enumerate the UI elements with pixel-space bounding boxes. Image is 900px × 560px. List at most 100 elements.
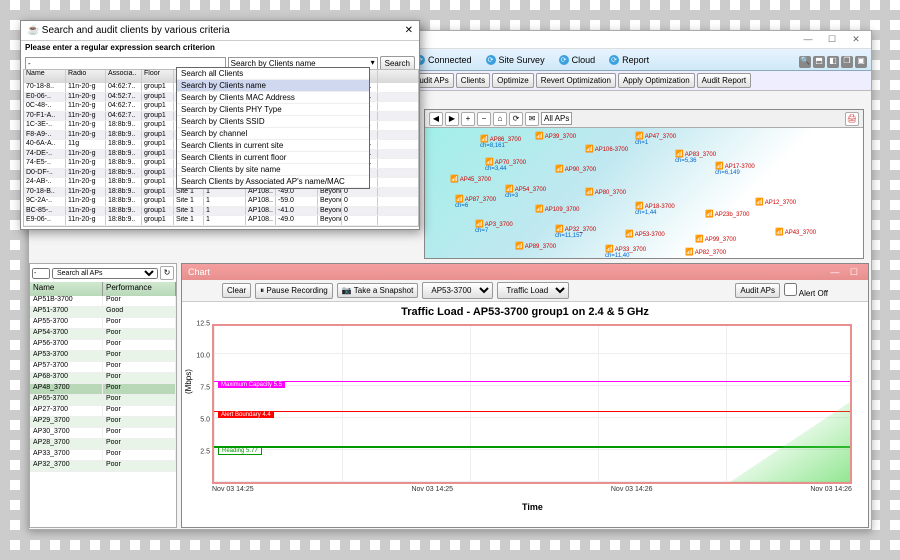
map-refresh-icon[interactable]: ⟳ (509, 112, 523, 126)
ap-marker[interactable]: AP109_3700 (535, 205, 579, 213)
alert-off-checkbox[interactable]: Alert Off (784, 283, 828, 298)
client-row[interactable]: 9C-2A-..11n-20-g18:8b:9..group1Site 11AP… (24, 197, 418, 207)
perf-row[interactable]: AP28_3700Poor (30, 439, 176, 450)
minimize-button[interactable]: — (797, 34, 819, 46)
ap-marker[interactable]: AP3_3700ch=7 (475, 220, 513, 234)
client-row[interactable]: BC-85-..11n-20-g18:8b:9..group1Site 11AP… (24, 207, 418, 217)
perf-row[interactable]: AP33_3700Poor (30, 450, 176, 461)
ap-marker[interactable]: AP80_3700 (585, 188, 626, 196)
chart-metric-select[interactable]: Traffic Load (497, 282, 569, 299)
snapshot-button[interactable]: 📷 Take a Snapshot (337, 283, 419, 298)
perf-row[interactable]: AP32_3700Poor (30, 461, 176, 472)
tab-report[interactable]: ⟳Report (603, 53, 655, 67)
audit-report-button[interactable]: Audit Report (697, 73, 751, 88)
map-home-icon[interactable]: ⌂ (493, 112, 507, 126)
ap-filter-select[interactable]: All APs (541, 112, 572, 125)
map-zoom-in-icon[interactable]: + (461, 112, 475, 126)
dropdown-option[interactable]: Search by Clients SSID (177, 116, 369, 128)
perf-row[interactable]: AP56-3700Poor (30, 340, 176, 351)
tool-icon-2[interactable]: ◧ (827, 56, 839, 68)
tool-icon-1[interactable]: ⬒ (813, 56, 825, 68)
perf-row[interactable]: AP53-3700Poor (30, 351, 176, 362)
ap-marker[interactable]: AP106-3700 (585, 145, 628, 153)
chart-ap-select[interactable]: AP53-3700 (422, 282, 493, 299)
ap-marker[interactable]: AP33_3700ch=11,40 (605, 245, 646, 259)
perf-row[interactable]: AP68-3700Poor (30, 373, 176, 384)
perf-row[interactable]: AP55-3700Poor (30, 318, 176, 329)
ap-marker[interactable]: AP83_3700ch=5,36 (675, 150, 716, 164)
ap-marker[interactable]: AP99_3700 (695, 235, 736, 243)
dropdown-option[interactable]: Search by Clients PHY Type (177, 104, 369, 116)
ap-marker[interactable]: AP70_3700ch=3,44 (485, 158, 526, 172)
revert-optimization-button[interactable]: Revert Optimization (536, 73, 616, 88)
map-nav-left-icon[interactable]: ◀ (429, 112, 443, 126)
col-header[interactable]: Radio (66, 70, 106, 83)
ap-marker[interactable]: AP54_3700ch=3 (505, 185, 546, 199)
close-button[interactable]: ✕ (845, 34, 867, 46)
tool-icon-4[interactable]: ▣ (855, 56, 867, 68)
chart-max-icon[interactable]: ☐ (850, 267, 858, 277)
col-header[interactable]: Associa.. (106, 70, 142, 83)
dropdown-option[interactable]: Search by channel (177, 128, 369, 140)
ap-marker[interactable]: AP82_3700 (685, 248, 726, 256)
ap-marker[interactable]: AP32_3700ch=11,157 (555, 225, 596, 239)
col-header[interactable]: Floor (142, 70, 174, 83)
dropdown-option[interactable]: Search Clients in current site (177, 140, 369, 152)
dialog-close-button[interactable]: ✕ (405, 25, 413, 36)
tool-icon-3[interactable]: ❐ (841, 56, 853, 68)
pause-recording-button[interactable]: ⏸ Pause Recording (255, 283, 333, 299)
ap-marker[interactable]: AP89_3700 (515, 242, 556, 250)
x-tick: Nov 03 14:26 (611, 486, 653, 500)
perf-row[interactable]: AP29_3700Poor (30, 417, 176, 428)
audit-aps-button[interactable]: Audit APs (735, 283, 780, 298)
chart-min-icon[interactable]: — (830, 267, 839, 277)
client-row[interactable]: E0-2A-..11n-20-g18:8b:9..group1Site 16AP… (24, 226, 418, 228)
perf-row[interactable]: AP51-3700Good (30, 307, 176, 318)
apply-optimization-button[interactable]: Apply Optimization (618, 73, 695, 88)
perf-row[interactable]: AP57-3700Poor (30, 362, 176, 373)
client-row[interactable]: E9-06-..11n-20-g18:8b:9..group1Site 11AP… (24, 216, 418, 226)
ap-marker[interactable]: AP86_3700ch=8,161 (480, 135, 521, 149)
site-map[interactable]: ◀ ▶ + − ⌂ ⟳ ✉ All APs 🖨 AP86_3700ch=8,16… (424, 109, 864, 259)
ap-marker[interactable]: AP45_3700 (450, 175, 491, 183)
clear-button[interactable]: Clear (222, 283, 251, 298)
perf-row[interactable]: AP51B-3700Poor (30, 296, 176, 307)
tab-cloud[interactable]: ⟳Cloud (553, 53, 602, 67)
dropdown-option[interactable]: Search Clients by site name (177, 164, 369, 176)
perf-search-select[interactable]: Search all APs (52, 268, 158, 279)
dropdown-option[interactable]: Search Clients by Associated AP's name/M… (177, 176, 369, 188)
maximize-button[interactable]: ☐ (821, 34, 843, 46)
perf-row[interactable]: AP54-3700Poor (30, 329, 176, 340)
perf-row[interactable]: AP30_3700Poor (30, 428, 176, 439)
ap-marker[interactable]: AP47_3700ch=1 (635, 132, 676, 146)
dropdown-option[interactable]: Search by Clients MAC Address (177, 92, 369, 104)
ap-marker[interactable]: AP17-3700ch=6,149 (715, 162, 755, 176)
ap-marker[interactable]: AP90_3700 (555, 165, 596, 173)
ap-marker[interactable]: AP18-3700ch=1,44 (635, 202, 675, 216)
map-print-icon[interactable]: 🖨 (845, 112, 859, 126)
ap-marker[interactable]: AP87_3700ch=6 (455, 195, 496, 209)
ap-marker[interactable]: AP12_3700 (755, 198, 796, 206)
perf-col-name[interactable]: Name (30, 282, 103, 296)
perf-row[interactable]: AP27-3700Poor (30, 406, 176, 417)
ap-marker[interactable]: AP39_3700 (535, 132, 576, 140)
map-envelope-icon[interactable]: ✉ (525, 112, 539, 126)
dropdown-option[interactable]: Search all Clients (177, 68, 369, 80)
clients-button[interactable]: Clients (456, 73, 490, 88)
perf-row[interactable]: AP48_3700Poor (30, 384, 176, 395)
col-header[interactable]: Name (24, 70, 66, 83)
perf-col-perf[interactable]: Performance (103, 282, 176, 296)
dropdown-option[interactable]: Search by Clients name (177, 80, 369, 92)
search-icon[interactable]: 🔍 (799, 56, 811, 68)
ap-marker[interactable]: AP23b_3700 (705, 210, 749, 218)
perf-arrow-icon[interactable]: ↻ (160, 266, 174, 280)
tab-site-survey[interactable]: ⟳Site Survey (480, 53, 551, 67)
map-zoom-out-icon[interactable]: − (477, 112, 491, 126)
optimize-button[interactable]: Optimize (492, 73, 534, 88)
perf-search-input[interactable] (32, 268, 50, 279)
dropdown-option[interactable]: Search Clients in current floor (177, 152, 369, 164)
map-nav-right-icon[interactable]: ▶ (445, 112, 459, 126)
ap-marker[interactable]: AP53-3700 (625, 230, 665, 238)
perf-row[interactable]: AP65-3700Poor (30, 395, 176, 406)
ap-marker[interactable]: AP43_3700 (775, 228, 816, 236)
